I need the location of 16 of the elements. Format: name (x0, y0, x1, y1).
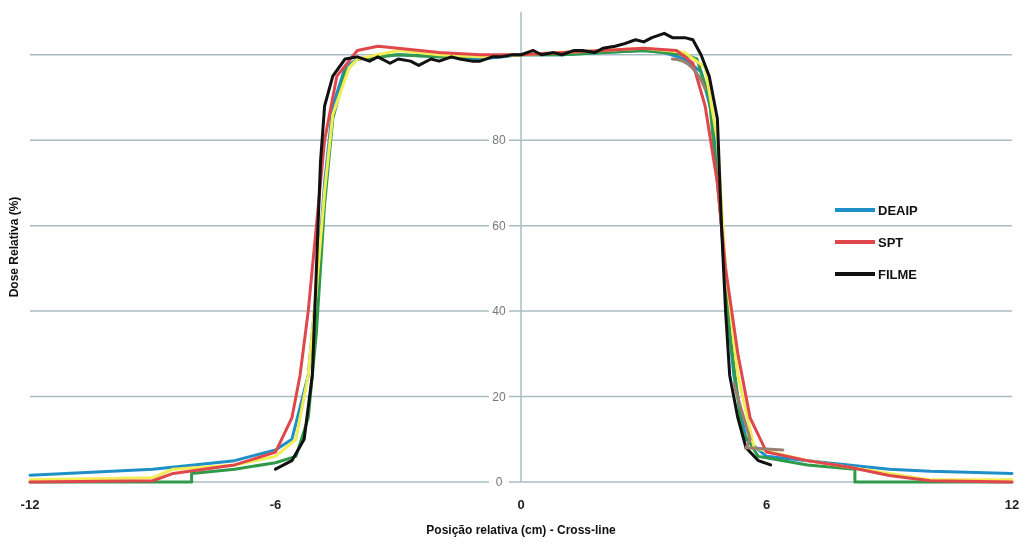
x-axis-title: Posição relativa (cm) - Cross-line (426, 523, 617, 537)
line-series (274, 31, 773, 471)
legend-label: FILME (878, 266, 918, 282)
y-tick-label: 0 (495, 475, 503, 490)
x-tick-label: -12 (20, 497, 40, 512)
x-tick-label: 12 (1004, 497, 1020, 512)
y-tick-label: 80 (492, 133, 506, 148)
x-tick-label: 0 (517, 497, 525, 512)
y-tick-label: 20 (492, 389, 506, 404)
x-tick-label: 6 (762, 497, 771, 512)
legend-label: DEAIP (878, 202, 919, 218)
x-tick-label: -6 (269, 497, 282, 512)
y-tick-label: 60 (492, 218, 506, 233)
y-axis-title: Dose Relativa (%) (7, 196, 21, 298)
y-tick-label: 40 (492, 304, 506, 319)
legend-label: SPT (878, 234, 904, 250)
